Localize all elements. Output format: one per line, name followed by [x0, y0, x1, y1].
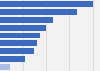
- Bar: [0, 1, 93, 7]
- Bar: [0, 64, 10, 70]
- Bar: [0, 9, 77, 15]
- Bar: [0, 25, 46, 31]
- Bar: [0, 17, 53, 23]
- Bar: [0, 56, 25, 62]
- Bar: [0, 40, 37, 46]
- Bar: [0, 48, 34, 54]
- Bar: [0, 33, 40, 38]
